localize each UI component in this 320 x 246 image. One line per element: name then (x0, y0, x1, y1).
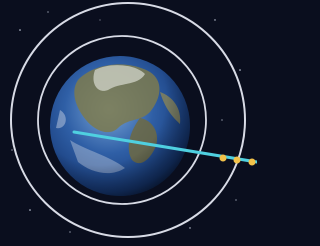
earth (50, 56, 190, 196)
scene (0, 0, 257, 246)
